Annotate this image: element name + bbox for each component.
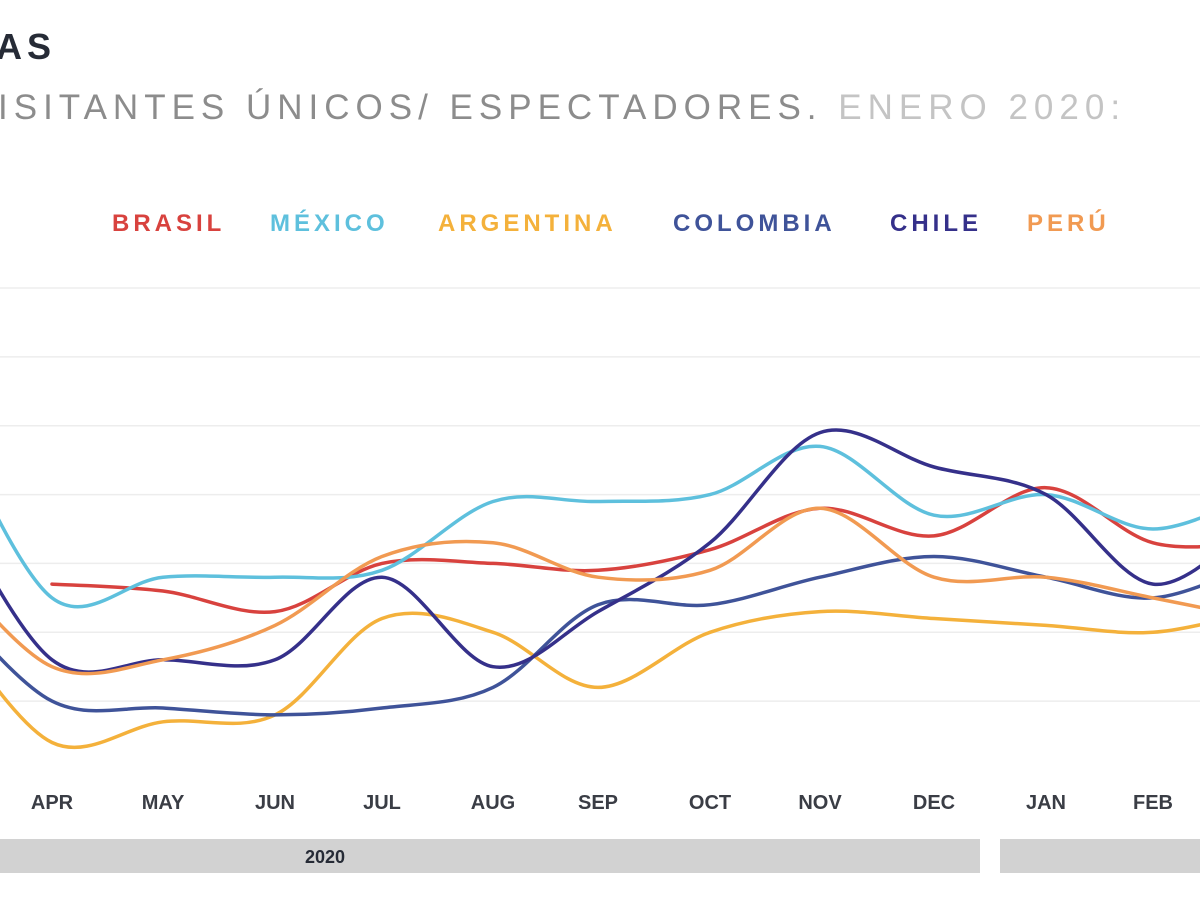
series-line-colombia: [0, 554, 1200, 717]
x-tick-aug: AUG: [471, 792, 515, 814]
year-label: 2020: [305, 847, 345, 867]
x-axis-ticks: APR MAY JUN JUL AUG SEP OCT NOV DEC JAN FEB: [31, 792, 1173, 814]
legend-item-peru: PERÚ: [1027, 210, 1110, 237]
x-tick-dec: DEC: [913, 792, 955, 814]
gridlines: [0, 287, 1200, 702]
legend-item-colombia: COLOMBIA: [673, 210, 836, 237]
x-tick-oct: OCT: [689, 792, 731, 814]
series-line-peru: [0, 506, 1200, 676]
x-tick-nov: NOV: [798, 792, 842, 814]
subtitle-date: ENERO 2020:: [838, 88, 1127, 127]
x-tick-may: MAY: [142, 792, 185, 814]
x-tick-apr: APR: [31, 792, 74, 814]
legend-item-chile: CHILE: [890, 210, 982, 237]
series-line-chile: [0, 428, 1200, 674]
chart-subtitle: ISITANTES ÚNICOS/ ESPECTADORES. ENERO 20…: [0, 88, 1126, 128]
legend-item-brasil: BRASIL: [112, 210, 226, 237]
x-tick-feb: FEB: [1133, 792, 1173, 814]
x-tick-jan: JAN: [1026, 792, 1066, 814]
series-line-mexico: [0, 444, 1200, 609]
subtitle-metric: ISITANTES ÚNICOS/ ESPECTADORES.: [0, 88, 823, 127]
year-bands: 2020: [0, 839, 1200, 873]
x-tick-jun: JUN: [255, 792, 295, 814]
chart-title: AS: [0, 26, 57, 67]
legend-item-argentina: ARGENTINA: [438, 210, 617, 237]
series-line-brasil: [50, 485, 1200, 615]
legend-item-mexico: MÉXICO: [270, 210, 389, 237]
series-line-argentina: [0, 609, 1200, 750]
x-tick-sep: SEP: [578, 792, 618, 814]
series-lines: [0, 428, 1200, 750]
x-tick-jul: JUL: [363, 792, 401, 814]
year-band: [0, 839, 980, 873]
year-band: [1000, 839, 1200, 873]
chart-legend: BRASIL MÉXICO ARGENTINA COLOMBIA CHILE PERÚ: [0, 210, 1200, 250]
